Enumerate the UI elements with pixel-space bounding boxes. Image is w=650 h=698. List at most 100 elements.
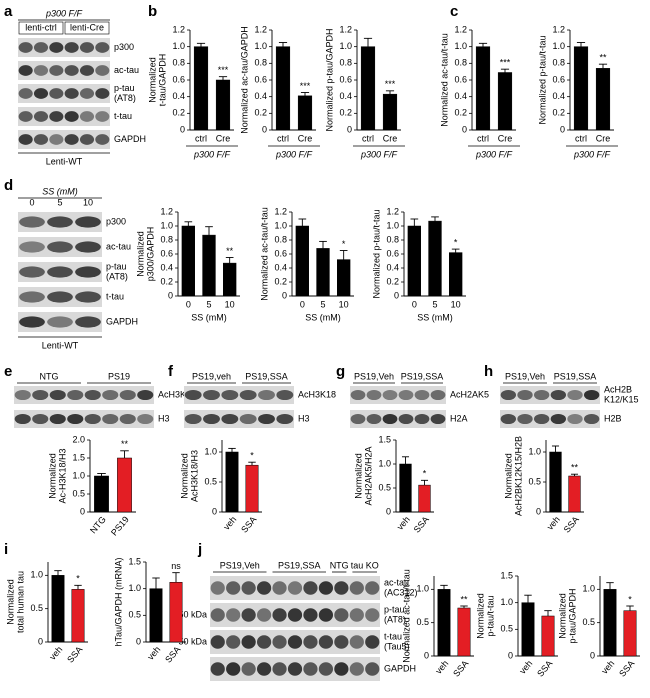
blot-band [349,608,364,622]
blot-band [210,662,225,676]
blot-band [226,608,241,622]
blot-band [64,65,79,76]
y-tick-label: 1.5 [500,570,513,580]
x-tick-label: SSA [562,514,581,534]
blot-band [137,389,154,401]
blot-band [119,389,136,401]
blot-band [334,608,349,622]
x-tick-label: SSA [412,514,431,534]
blot-band [349,635,364,649]
blot-band [550,413,566,425]
bar [475,46,491,131]
blot-footer: Lenti-WT [46,156,83,166]
x-tick-label: veh [545,514,562,532]
x-tick-label: ctrl [362,133,374,143]
bar [521,602,535,657]
blot-band [256,662,272,676]
blot-band [303,581,318,595]
panel-letter: j [197,541,202,558]
blot-band [318,581,334,595]
blot-band [430,413,446,425]
bar [418,484,431,513]
y-tick-label: 0.8 [160,234,173,244]
blot-band [334,581,349,595]
y-tick-label: 0 [386,506,391,516]
blot-band [18,88,33,99]
bar [399,463,412,513]
x-tick-label: SSA [239,514,258,534]
blot-band [256,635,272,649]
y-tick-label: 0 [38,636,43,646]
group-label: PS19,SSA [401,371,444,381]
y-tick-label: 0.5 [500,624,513,634]
y-axis-label: p-tau/t-tau [485,595,495,636]
x-tick-label: ctrl [575,133,587,143]
x-axis-label: SS (mM) [417,312,453,322]
blot-footer: Lenti-WT [42,340,79,350]
row-label: AcH2B [604,384,632,394]
row-label: AcH2AK5 [450,389,489,399]
row-label: GAPDH [384,663,416,673]
significance: *** [218,65,229,75]
y-axis-label: Normalized [135,231,145,277]
blot-band [567,389,583,401]
y-tick-label: 0 [394,290,399,300]
blot-band [318,635,334,649]
blot-strip [14,386,154,404]
y-tick-label: 1.2 [160,206,173,216]
y-tick-label: 0.5 [128,610,141,620]
y-tick-label: 1.2 [172,24,185,34]
row-label: AcH3K18 [298,389,336,399]
y-tick-label: 1.2 [552,24,565,34]
y-tick-label: 0.5 [582,617,595,627]
blot-band [398,389,414,401]
y-axis-label: p-tau/GAPDH [567,588,577,643]
blot-band [49,65,64,76]
blot-band [119,413,136,425]
y-tick-label: 0.2 [552,108,565,118]
blot-band [79,134,95,145]
y-tick-label: 0.6 [160,248,173,258]
blot-band [258,413,275,425]
y-tick-label: 0.4 [160,262,173,272]
y-tick-label: 1.2 [254,24,267,34]
lane-label: 10 [83,197,93,207]
blot-band [258,389,275,401]
x-tick-label: 10 [451,299,461,309]
blot-band [64,134,79,145]
bar [181,225,195,297]
significance: *** [500,58,511,68]
bar [360,46,376,131]
y-tick-label: 0.4 [274,262,287,272]
y-axis-label: Normalized p-tau/GAPDH [324,28,334,131]
blot-header: p300 F/F [45,8,83,18]
significance: * [454,237,458,247]
blot-band [241,635,256,649]
row-label: K12/K15 [604,394,639,404]
significance: * [342,239,346,249]
y-tick-label: 0 [168,290,173,300]
y-tick-label: 0.6 [339,74,352,84]
y-tick-label: 0.8 [172,58,185,68]
blot-band [517,413,533,425]
y-axis-label: Normalized p-tau/t-tau [537,35,547,124]
lane-box [18,21,64,35]
bar [407,225,421,297]
y-tick-label: 0 [180,124,185,134]
blot-band [33,134,49,145]
bar [449,252,463,297]
y-axis-label: Normalized [353,453,363,499]
blot-band [75,241,101,253]
marker-label: 50 kDa [178,636,207,646]
y-tick-label: 0.4 [552,91,565,101]
group-label: p300 F/F [193,149,231,159]
y-tick-label: 0.8 [386,234,399,244]
panel-letter: i [4,541,8,558]
group-label: p300 F/F [360,149,398,159]
blot-band [276,413,294,425]
row-label: p-tau [384,604,405,614]
row-label: ac-tau [106,241,131,251]
blot-band [584,413,600,425]
y-axis-label: Normalized [475,593,485,639]
bar [428,220,442,297]
